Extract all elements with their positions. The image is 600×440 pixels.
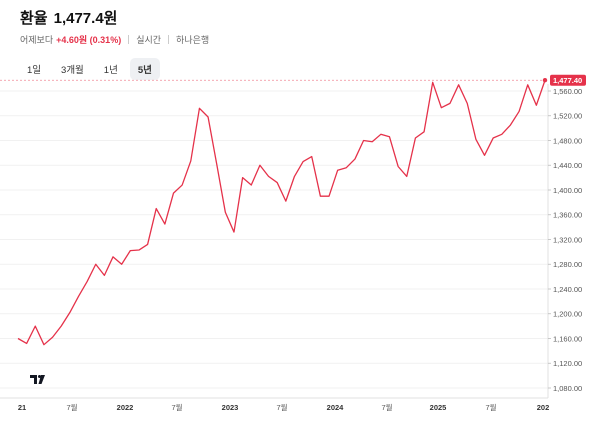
x-tick-label: 2022 <box>117 403 134 412</box>
tradingview-logo-icon[interactable] <box>30 375 45 384</box>
x-axis-ticks: 21 7월 2022 7월 2023 7월 2024 7월 2025 7월 202 <box>18 402 549 412</box>
y-tick-label: 1,560.00 <box>553 87 582 96</box>
period-tabs: 1일 3개월 1년 5년 <box>19 58 160 80</box>
y-tick-label: 1,320.00 <box>553 235 582 244</box>
series-line <box>17 80 546 346</box>
header: 환율 1,477.4원 어제보다 +4.60원 (0.31%) 실시간 하나은행 <box>20 7 209 46</box>
divider <box>128 35 130 44</box>
x-tick-label: 202 <box>537 403 550 412</box>
compare-label: 어제보다 <box>20 35 54 45</box>
y-tick-label: 1,480.00 <box>553 136 582 145</box>
change-row: 어제보다 +4.60원 (0.31%) 실시간 하나은행 <box>20 33 209 46</box>
x-tick-label: 2024 <box>327 403 345 412</box>
x-tick-label: 7월 <box>381 402 392 412</box>
logo-part <box>30 375 37 384</box>
title-row: 환율 1,477.4원 <box>20 7 209 28</box>
logo-part <box>38 375 41 378</box>
current-price-badge: 1,477.40 <box>550 74 586 86</box>
page-title: 환율 <box>20 10 48 27</box>
y-tick-label: 1,520.00 <box>553 112 582 121</box>
y-tick-label: 1,440.00 <box>553 161 582 170</box>
y-tick-label: 1,080.00 <box>553 384 582 393</box>
y-tick-label: 1,200.00 <box>553 310 582 319</box>
realtime-label: 실시간 <box>136 35 162 45</box>
divider <box>168 35 170 44</box>
y-tick-label: 1,160.00 <box>553 334 582 343</box>
y-tick-label: 1,120.00 <box>553 359 582 368</box>
y-tick-label: 1,280.00 <box>553 260 582 269</box>
tab-3m[interactable]: 3개월 <box>61 65 84 76</box>
x-tick-label: 2023 <box>222 403 239 412</box>
x-tick-label: 7월 <box>276 402 287 412</box>
x-tick-label: 21 <box>18 403 26 412</box>
chart-grid <box>0 90 548 389</box>
last-point <box>542 78 548 83</box>
change-value: +4.60원 (0.31%) <box>56 35 122 45</box>
current-price-badge-label: 1,477.40 <box>553 76 582 85</box>
y-tick-label: 1,360.00 <box>553 211 582 220</box>
x-tick-label: 2025 <box>430 403 447 412</box>
x-tick-label: 7월 <box>485 402 496 412</box>
current-price-badge-bg <box>550 74 586 86</box>
tab-5y[interactable]: 5년 <box>129 58 160 80</box>
x-tick-label: 7월 <box>66 402 77 412</box>
tab-1y[interactable]: 1년 <box>103 65 118 76</box>
x-tick-label: 7월 <box>171 402 182 412</box>
tab-1d[interactable]: 1일 <box>27 65 42 76</box>
y-tick-label: 1,240.00 <box>553 285 582 294</box>
y-axis-ticks: 1,560.00 1,520.00 1,480.00 1,440.00 1,400.00… <box>548 87 582 393</box>
y-tick-label: 1,400.00 <box>553 186 582 195</box>
source-label: 하나은행 <box>176 35 210 45</box>
logo-part <box>38 375 45 384</box>
current-price: 1,477.4원 <box>53 10 118 27</box>
